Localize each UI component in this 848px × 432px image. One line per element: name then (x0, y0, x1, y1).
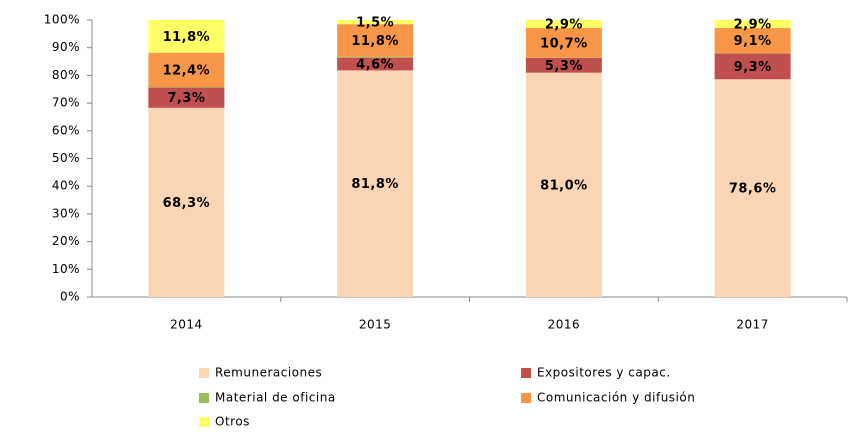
y-tick-label: 80% (52, 68, 80, 82)
value-label: 7,3% (167, 91, 205, 106)
bar-segment (337, 70, 414, 297)
y-tick-label: 0% (60, 290, 80, 304)
x-tick-label: 2016 (548, 318, 581, 332)
legend-swatch (199, 368, 209, 378)
value-label: 1,5% (356, 16, 394, 31)
y-tick-label: 40% (52, 179, 80, 193)
value-label: 4,6% (356, 58, 394, 73)
value-label: 78,6% (729, 182, 777, 197)
legend-label: Otros (215, 415, 250, 429)
y-tick-label: 90% (52, 40, 80, 54)
value-label: 11,8% (163, 30, 211, 45)
legend-label: Expositores y capac. (537, 366, 671, 380)
y-tick-label: 10% (52, 262, 80, 276)
value-label: 81,0% (540, 178, 588, 193)
bar-segment (337, 20, 414, 25)
y-tick-label: 20% (52, 234, 80, 248)
bar-segment (148, 87, 225, 88)
value-label: 9,1% (734, 34, 772, 49)
y-tick-label: 60% (52, 123, 80, 137)
bar-segment (148, 52, 225, 88)
legend-swatch (521, 368, 531, 378)
bar-segment (525, 20, 602, 29)
bar-segment (337, 24, 414, 57)
value-label: 2,9% (734, 18, 772, 33)
x-tick-label: 2017 (736, 318, 769, 332)
value-label: 81,8% (351, 177, 399, 192)
y-tick-label: 30% (52, 206, 80, 220)
value-label: 11,8% (351, 34, 399, 49)
x-tick-label: 2014 (170, 318, 203, 332)
value-label: 10,7% (540, 36, 588, 51)
value-label: 5,3% (545, 59, 583, 74)
bar-segment (714, 28, 791, 54)
bar-segment (714, 20, 791, 29)
value-label: 2,9% (545, 18, 583, 33)
legend-label: Remuneraciones (215, 366, 322, 380)
bar-segment (714, 53, 791, 80)
x-tick-label: 2015 (359, 318, 392, 332)
y-tick-label: 50% (52, 151, 80, 165)
legend-label: Comunicación y difusión (537, 391, 695, 405)
bar-segment (525, 28, 602, 58)
value-label: 68,3% (163, 196, 211, 211)
bar-segment (148, 20, 225, 53)
bar-segment (525, 57, 602, 73)
legend-swatch (521, 393, 531, 403)
bar-segment (337, 56, 414, 58)
y-tick-label: 70% (52, 96, 80, 110)
legend-swatch (199, 417, 209, 427)
legend-label: Material de oficina (215, 391, 336, 405)
value-label: 12,4% (163, 63, 211, 78)
bar-segment (714, 79, 791, 297)
bar-segment (148, 107, 225, 298)
bar-segment (148, 87, 225, 108)
bar-segment (337, 57, 414, 71)
legend-swatch (199, 393, 209, 403)
bar-segment (525, 72, 602, 297)
value-label: 9,3% (734, 60, 772, 75)
y-tick-label: 100% (44, 13, 80, 27)
